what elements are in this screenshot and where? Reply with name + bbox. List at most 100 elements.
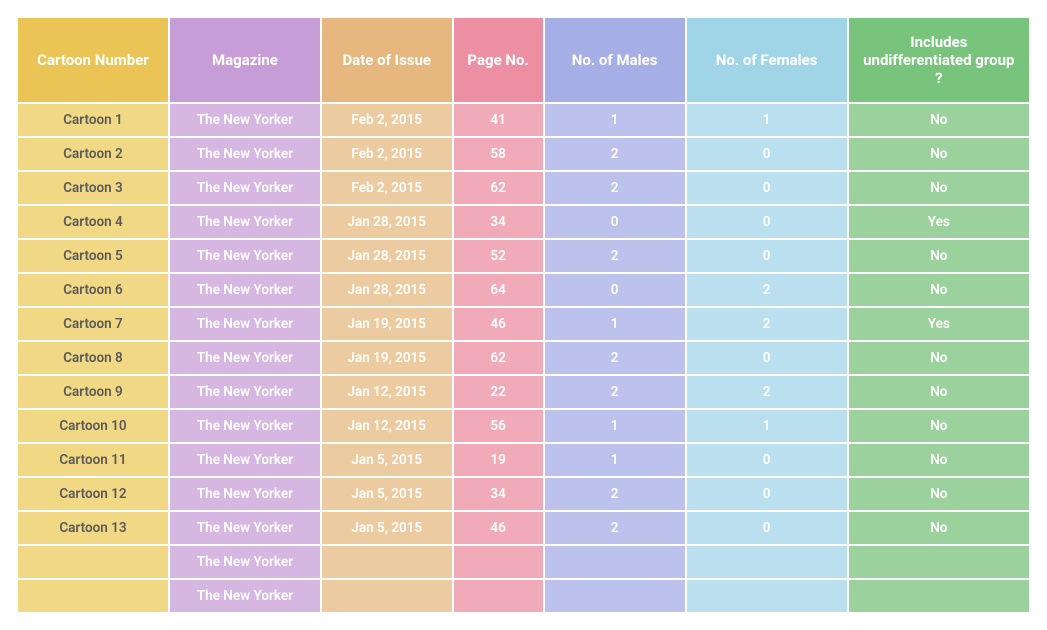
- table-cell: 34: [453, 477, 544, 511]
- table-cell: 19: [453, 443, 544, 477]
- table-cell: No: [848, 137, 1030, 171]
- table-cell: 1: [686, 409, 848, 443]
- table-row: Cartoon 11The New YorkerJan 5, 20151910N…: [17, 443, 1030, 477]
- table-cell: 0: [686, 239, 848, 273]
- table-cell: 22: [453, 375, 544, 409]
- table-cell: The New Yorker: [169, 511, 321, 545]
- table-cell: Cartoon 6: [17, 273, 169, 307]
- table-cell: [17, 579, 169, 613]
- table-cell: Jan 19, 2015: [321, 307, 453, 341]
- table-cell: Jan 28, 2015: [321, 205, 453, 239]
- table-row: Cartoon 7The New YorkerJan 19, 20154612Y…: [17, 307, 1030, 341]
- table-cell: The New Yorker: [169, 477, 321, 511]
- table-row: The New Yorker: [17, 545, 1030, 579]
- table-cell: [686, 545, 848, 579]
- table-cell: No: [848, 477, 1030, 511]
- table-cell: Feb 2, 2015: [321, 137, 453, 171]
- table-row: Cartoon 12The New YorkerJan 5, 20153420N…: [17, 477, 1030, 511]
- table-cell: The New Yorker: [169, 375, 321, 409]
- table-cell: 41: [453, 103, 544, 137]
- table-cell: Jan 28, 2015: [321, 273, 453, 307]
- table-row: Cartoon 2The New YorkerFeb 2, 20155820No: [17, 137, 1030, 171]
- table-cell: 1: [544, 409, 686, 443]
- table-cell: The New Yorker: [169, 273, 321, 307]
- table-cell: 1: [544, 103, 686, 137]
- table-cell: [453, 545, 544, 579]
- table-row: Cartoon 10The New YorkerJan 12, 20155611…: [17, 409, 1030, 443]
- table-cell: The New Yorker: [169, 239, 321, 273]
- table-cell: [321, 545, 453, 579]
- table-cell: The New Yorker: [169, 137, 321, 171]
- table-cell: [17, 545, 169, 579]
- table-cell: 1: [686, 103, 848, 137]
- table-row: Cartoon 3The New YorkerFeb 2, 20156220No: [17, 171, 1030, 205]
- table-header-row: Cartoon NumberMagazineDate of IssuePage …: [17, 17, 1030, 103]
- table-cell: [544, 579, 686, 613]
- table-cell: The New Yorker: [169, 443, 321, 477]
- table-cell: 46: [453, 307, 544, 341]
- table-cell: Jan 19, 2015: [321, 341, 453, 375]
- table-cell: No: [848, 103, 1030, 137]
- table-cell: The New Yorker: [169, 171, 321, 205]
- table-row: Cartoon 9The New YorkerJan 12, 20152222N…: [17, 375, 1030, 409]
- table-row: Cartoon 1The New YorkerFeb 2, 20154111No: [17, 103, 1030, 137]
- table-cell: The New Yorker: [169, 409, 321, 443]
- table-cell: The New Yorker: [169, 103, 321, 137]
- table-cell: No: [848, 273, 1030, 307]
- cartoon-data-table: Cartoon NumberMagazineDate of IssuePage …: [16, 16, 1031, 614]
- table-cell: No: [848, 239, 1030, 273]
- table-cell: [453, 579, 544, 613]
- table-cell: Jan 5, 2015: [321, 511, 453, 545]
- table-cell: 2: [544, 511, 686, 545]
- table-cell: 0: [544, 273, 686, 307]
- table-cell: Cartoon 3: [17, 171, 169, 205]
- column-header: Page No.: [453, 17, 544, 103]
- table-cell: 2: [544, 171, 686, 205]
- table-cell: Feb 2, 2015: [321, 103, 453, 137]
- table-cell: 2: [544, 341, 686, 375]
- column-header: No. of Males: [544, 17, 686, 103]
- table-cell: Cartoon 12: [17, 477, 169, 511]
- table-cell: 0: [686, 443, 848, 477]
- table-cell: Yes: [848, 205, 1030, 239]
- table-cell: No: [848, 443, 1030, 477]
- table-cell: Cartoon 2: [17, 137, 169, 171]
- table-cell: 2: [686, 307, 848, 341]
- column-header: No. of Females: [686, 17, 848, 103]
- table-cell: [686, 579, 848, 613]
- table-cell: 2: [686, 375, 848, 409]
- table-cell: 0: [686, 511, 848, 545]
- table-cell: The New Yorker: [169, 341, 321, 375]
- table-cell: 2: [544, 239, 686, 273]
- table-cell: [848, 579, 1030, 613]
- table-cell: The New Yorker: [169, 579, 321, 613]
- table-cell: Cartoon 4: [17, 205, 169, 239]
- table-cell: No: [848, 511, 1030, 545]
- table-cell: 0: [686, 137, 848, 171]
- table-cell: 2: [686, 273, 848, 307]
- table-cell: Cartoon 10: [17, 409, 169, 443]
- table-cell: No: [848, 375, 1030, 409]
- column-header: Magazine: [169, 17, 321, 103]
- table-row: Cartoon 8The New YorkerJan 19, 20156220N…: [17, 341, 1030, 375]
- table-cell: 58: [453, 137, 544, 171]
- table-cell: 1: [544, 307, 686, 341]
- column-header: Cartoon Number: [17, 17, 169, 103]
- column-header: Includes undifferentiated group ?: [848, 17, 1030, 103]
- table-cell: Jan 5, 2015: [321, 443, 453, 477]
- table-row: Cartoon 13The New YorkerJan 5, 20154620N…: [17, 511, 1030, 545]
- table-cell: Jan 12, 2015: [321, 375, 453, 409]
- table-cell: Jan 12, 2015: [321, 409, 453, 443]
- table-cell: 1: [544, 443, 686, 477]
- table-cell: Cartoon 13: [17, 511, 169, 545]
- table-cell: Cartoon 8: [17, 341, 169, 375]
- table-cell: Feb 2, 2015: [321, 171, 453, 205]
- table-row: Cartoon 4The New YorkerJan 28, 20153400Y…: [17, 205, 1030, 239]
- table-cell: 0: [686, 205, 848, 239]
- table-cell: 0: [686, 477, 848, 511]
- table-cell: 56: [453, 409, 544, 443]
- table-cell: Cartoon 5: [17, 239, 169, 273]
- table-row: Cartoon 5The New YorkerJan 28, 20155220N…: [17, 239, 1030, 273]
- table-cell: The New Yorker: [169, 307, 321, 341]
- table-cell: The New Yorker: [169, 205, 321, 239]
